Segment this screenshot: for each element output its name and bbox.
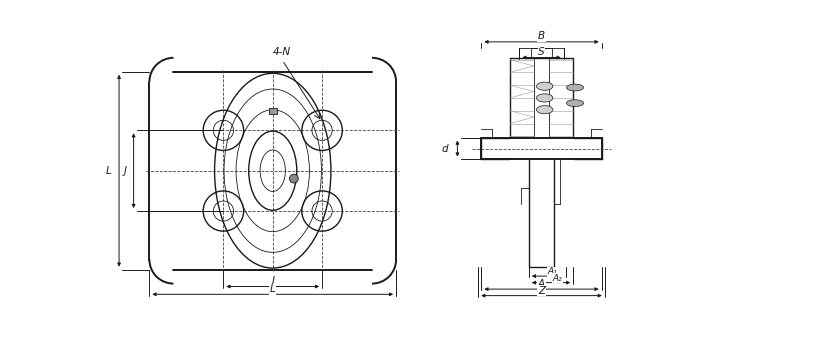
Text: L: L xyxy=(270,284,276,294)
Text: A: A xyxy=(538,280,545,289)
Ellipse shape xyxy=(566,100,583,106)
Text: J: J xyxy=(271,276,274,286)
Ellipse shape xyxy=(536,105,553,114)
Text: B: B xyxy=(538,31,545,41)
Ellipse shape xyxy=(566,84,583,91)
Text: Z: Z xyxy=(538,286,545,296)
Text: J: J xyxy=(123,166,126,176)
Ellipse shape xyxy=(536,94,553,102)
Bar xyxy=(268,108,277,114)
Text: L: L xyxy=(106,166,112,176)
Ellipse shape xyxy=(290,174,299,183)
Text: A₂: A₂ xyxy=(552,274,562,283)
Text: d: d xyxy=(441,144,448,153)
Text: S: S xyxy=(539,47,545,57)
Text: A₁: A₁ xyxy=(548,267,557,276)
Ellipse shape xyxy=(536,82,553,90)
Text: 4-N: 4-N xyxy=(273,47,291,57)
